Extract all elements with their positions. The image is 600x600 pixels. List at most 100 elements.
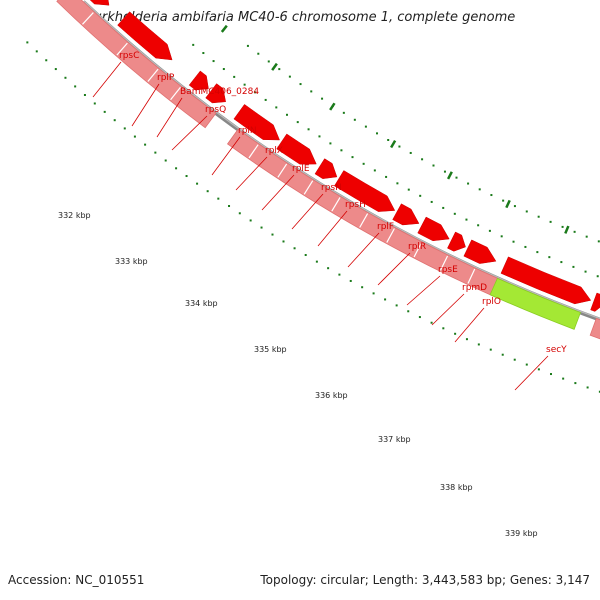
major-tick [390,139,397,149]
tick-mark [454,332,457,335]
tick-mark [407,188,410,191]
tick-mark [573,230,576,233]
tick-mark [54,68,57,71]
leader-line [92,61,122,98]
gene-separator [359,213,369,228]
tick-mark [93,102,96,105]
gene-label-rpsE: rpsE [438,265,458,275]
tick-mark [549,373,552,376]
tick-mark [430,321,433,324]
tick-mark [282,240,285,243]
gene-separator [116,42,128,56]
leader-line [377,252,411,286]
tick-mark [267,60,270,63]
tick-mark [296,121,299,124]
kbp-label: 332 kbp [58,211,91,220]
tick-mark [373,169,376,172]
kbp-labels-layer: 332 kbp 333 kbp 334 kbp 335 kbp 336 kbp 337 k… [58,24,570,538]
tick-mark [409,151,412,154]
tick-mark [376,132,379,135]
tick-mark [465,218,468,221]
cds-arrow [117,11,173,61]
leader-line [261,174,295,211]
cds-arrow [233,104,280,141]
tick-mark [351,156,354,159]
tick-mark [64,76,67,79]
gene-label-rplP: rplP [157,73,175,83]
gene-separator [147,68,159,82]
leader-line [514,355,549,391]
accession-text: Accession: NC_010551 [8,573,145,587]
tick-mark [513,205,516,208]
tick-mark [562,377,565,380]
tick-mark [310,90,313,93]
tick-mark [246,44,249,47]
tick-mark [222,68,225,71]
tick-mark [175,167,178,170]
tick-mark [372,292,375,295]
tick-mark [133,135,136,138]
tick-mark [307,128,310,131]
tick-mark [418,316,421,319]
leader-line [454,307,485,343]
tick-mark [103,110,106,113]
tick-mark [202,52,205,55]
tick-mark [513,358,516,361]
tick-mark [432,164,435,167]
tick-mark [442,206,445,209]
gene-track-segment [56,0,217,129]
tick-mark [321,97,324,100]
tick-mark [212,60,215,63]
tick-mark [549,220,552,223]
tick-mark [35,50,38,53]
gene-separator [248,144,259,159]
gene-label-rpsQ: rpsQ [205,105,226,115]
tick-mark [288,75,291,78]
cds-arrow [89,0,110,6]
gene-label-secY: secY [546,345,567,355]
gene-track-layer [56,0,600,340]
gene-label-rplE: rplE [292,164,310,174]
tick-mark [362,162,365,165]
gene-label-rplX: rplX [265,146,283,156]
tick-mark [421,158,424,161]
cds-arrow [500,256,592,305]
tick-mark [596,275,599,278]
tick-mark [123,127,126,130]
cds-arrow [463,239,497,264]
tick-mark [260,226,263,229]
tick-mark [271,233,274,236]
tick-mark [419,194,422,197]
tick-mark [489,348,492,351]
tick-mark [478,188,481,191]
cds-arrow [188,70,209,91]
tick-mark [304,254,307,257]
tick-mark [490,194,493,197]
tick-mark [455,176,458,179]
kbp-label: 336 kbp [315,391,348,400]
tick-mark [233,75,236,78]
tick-mark [501,353,504,356]
gene-separator [331,197,341,212]
tick-mark [396,182,399,185]
major-tick [220,24,228,33]
gene-separator [413,242,422,258]
tick-mark [249,219,252,222]
tick-mark [217,197,220,200]
tick-mark [525,210,528,213]
leader-line [431,293,465,326]
tick-mark [385,175,388,178]
tick-mark [467,182,470,185]
tick-mark [327,267,330,270]
leader-line [211,136,241,176]
gene-label-rplN: rplN [238,126,257,136]
tick-mark [338,273,341,276]
gene-separator [439,255,449,271]
tick-mark [185,175,188,178]
tick-mark [384,298,387,301]
kbp-label: 333 kbp [115,257,148,266]
gene-separator [170,86,181,101]
gene-separator [303,180,314,195]
cds-arrow [392,203,420,226]
tick-mark [430,200,433,203]
